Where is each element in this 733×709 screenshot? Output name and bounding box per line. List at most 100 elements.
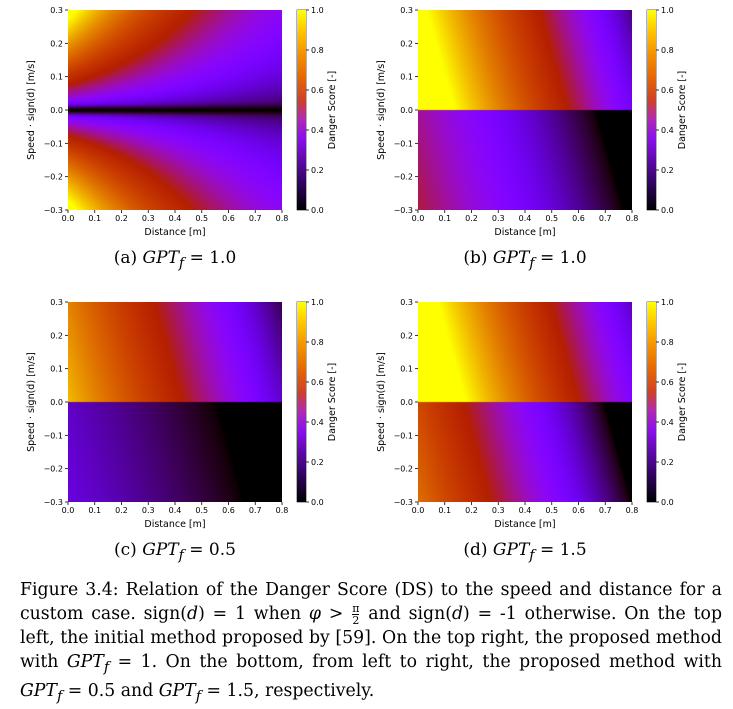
- y-axis-label: Speed · sign(d) [m/s]: [26, 352, 37, 452]
- figure-caption: Figure 3.4: Relation of the Danger Score…: [20, 580, 723, 705]
- colorbar-tick-label: 0.6: [311, 378, 324, 387]
- axes-d: 0.3 0.2 0.1 0.0 −0.1 −0.2 −0.3 0.0 0.1 0.2 0.3 0.4…: [376, 298, 688, 530]
- y-tick-label: 0.3: [50, 6, 63, 15]
- colorbar-tick-label: 0.0: [661, 206, 674, 215]
- x-tick-label: 0.6: [222, 214, 235, 223]
- x-ticks-b: 0.0 0.1 0.2 0.3 0.4 0.5 0.6 0.7 0.8: [412, 210, 639, 223]
- x-tick-label: 0.1: [438, 506, 451, 515]
- colorbar-tick-label: 0.8: [311, 46, 324, 55]
- colorbar-tick-label: 0.6: [311, 86, 324, 95]
- y-tick-label: −0.2: [44, 465, 63, 474]
- panel-c: 0.3 0.2 0.1 0.0 −0.1 −0.2 −0.3 0.0 0.1 0.2 0.3 0.4…: [0, 292, 350, 564]
- axes-b: 0.3 0.2 0.1 0.0 −0.1 −0.2 −0.3 0.0 0.1 0.2 0.3 0.4…: [376, 6, 688, 238]
- x-ticks-c: 0.0 0.1 0.2 0.3 0.4 0.5 0.6 0.7 0.8: [62, 502, 288, 515]
- y-tick-label: −0.1: [394, 139, 413, 148]
- colorbar-label: Danger Score [-]: [677, 363, 688, 441]
- heatmap-a: [68, 10, 282, 210]
- x-ticks-a: 0.0 0.1 0.2 0.3 0.4 0.5 0.6 0.7 0.8: [62, 210, 289, 223]
- y-tick-label: 0.2: [50, 39, 63, 48]
- y-tick-label: 0.2: [50, 331, 63, 340]
- y-tick-label: −0.3: [44, 206, 63, 215]
- colorbar-tick-label: 0.8: [661, 338, 674, 347]
- y-tick-label: 0.0: [400, 106, 413, 115]
- colorbar-tick-label: 0.4: [311, 126, 324, 135]
- colorbar-tick-label: 0.2: [311, 166, 324, 175]
- panel-b: 0.3 0.2 0.1 0.0 −0.1 −0.2 −0.3 0.0 0.1 0.2 0.3 0.4…: [350, 0, 700, 272]
- y-tick-label: −0.2: [394, 173, 413, 182]
- y-tick-label: 0.1: [50, 73, 63, 82]
- x-tick-label: 0.6: [572, 214, 585, 223]
- x-tick-label: 0.8: [626, 506, 639, 515]
- colorbar-d: [647, 302, 656, 502]
- subfigure-caption-b: (b) GPTf = 1.0: [463, 248, 587, 272]
- colorbar-tick-label: 1.0: [311, 298, 324, 307]
- x-tick-label: 0.2: [465, 214, 478, 223]
- x-tick-label: 0.8: [276, 214, 289, 223]
- colorbar-tick-label: 0.0: [661, 498, 674, 507]
- x-ticks-d: 0.0 0.1 0.2 0.3 0.4 0.5 0.6 0.7 0.8: [412, 502, 639, 515]
- y-tick-label: −0.1: [44, 139, 63, 148]
- x-tick-label: 0.6: [572, 506, 585, 515]
- x-axis-label: Distance [m]: [144, 227, 205, 238]
- colorbar-label: Danger Score [-]: [677, 71, 688, 149]
- y-tick-label: −0.2: [44, 173, 63, 182]
- heatmap-d: [418, 302, 632, 502]
- x-tick-label: 0.5: [545, 214, 558, 223]
- colorbar-tick-label: 0.8: [311, 338, 324, 347]
- x-tick-label: 0.4: [519, 214, 532, 223]
- x-axis-label: Distance [m]: [494, 227, 555, 238]
- colorbar-c: [297, 302, 306, 502]
- x-tick-label: 0.4: [519, 506, 532, 515]
- y-axis-label: Speed · sign(d) [m/s]: [376, 352, 387, 452]
- colorbar-tick-label: 0.6: [661, 86, 674, 95]
- colorbar-tick-label: 0.2: [661, 458, 674, 467]
- heatmap-b: [418, 10, 632, 210]
- x-axis-label: Distance [m]: [144, 519, 205, 530]
- x-tick-label: 0.2: [115, 506, 128, 515]
- x-tick-label: 0.4: [169, 506, 182, 515]
- y-tick-label: 0.1: [400, 365, 413, 374]
- x-tick-label: 0.7: [599, 506, 612, 515]
- x-axis-label: Distance [m]: [494, 519, 555, 530]
- x-tick-label: 0.3: [142, 214, 155, 223]
- x-tick-label: 0.7: [599, 214, 612, 223]
- y-tick-label: 0.1: [50, 365, 63, 374]
- colorbar-b: [647, 10, 656, 210]
- colorbar-tick-label: 0.4: [661, 418, 674, 427]
- x-tick-label: 0.3: [492, 506, 505, 515]
- y-tick-label: −0.3: [394, 206, 413, 215]
- colorbar-tick-label: 0.4: [311, 418, 324, 427]
- x-tick-label: 0.5: [545, 506, 558, 515]
- x-tick-label: 0.5: [195, 506, 208, 515]
- x-tick-label: 0.0: [62, 214, 75, 223]
- y-ticks-b: 0.3 0.2 0.1 0.0 −0.1 −0.2 −0.3: [394, 6, 418, 215]
- x-tick-label: 0.1: [438, 214, 451, 223]
- y-tick-label: 0.0: [400, 398, 413, 407]
- y-tick-label: 0.1: [400, 73, 413, 82]
- subfigure-caption-c: (c) GPTf = 0.5: [114, 540, 236, 564]
- y-tick-label: −0.1: [394, 431, 413, 440]
- cbar-ticks-d: 1.0 0.8 0.6 0.4 0.2 0.0: [646, 298, 674, 507]
- x-tick-label: 0.1: [88, 214, 101, 223]
- y-tick-label: 0.3: [400, 6, 413, 15]
- colorbar-tick-label: 0.8: [661, 46, 674, 55]
- y-axis-label: Speed · sign(d) [m/s]: [26, 60, 37, 160]
- y-tick-label: −0.3: [394, 498, 413, 507]
- colorbar-tick-label: 1.0: [661, 6, 674, 15]
- y-tick-label: −0.3: [44, 498, 63, 507]
- y-tick-label: −0.1: [44, 431, 63, 440]
- axes-c: 0.3 0.2 0.1 0.0 −0.1 −0.2 −0.3 0.0 0.1 0.2 0.3 0.4…: [26, 298, 338, 530]
- x-tick-label: 0.0: [62, 506, 75, 515]
- colorbar-tick-label: 0.0: [311, 206, 324, 215]
- y-tick-label: 0.2: [400, 39, 413, 48]
- colorbar-tick-label: 0.6: [661, 378, 674, 387]
- x-tick-label: 0.8: [626, 214, 639, 223]
- subfigure-caption-a: (a) GPTf = 1.0: [113, 248, 237, 272]
- x-tick-label: 0.7: [249, 214, 262, 223]
- x-tick-label: 0.3: [142, 506, 155, 515]
- x-tick-label: 0.5: [195, 214, 208, 223]
- y-ticks-c: 0.3 0.2 0.1 0.0 −0.1 −0.2 −0.3: [44, 298, 68, 507]
- colorbar-tick-label: 0.0: [311, 498, 324, 507]
- colorbar-a: [297, 10, 306, 210]
- colorbar-tick-label: 0.4: [661, 126, 674, 135]
